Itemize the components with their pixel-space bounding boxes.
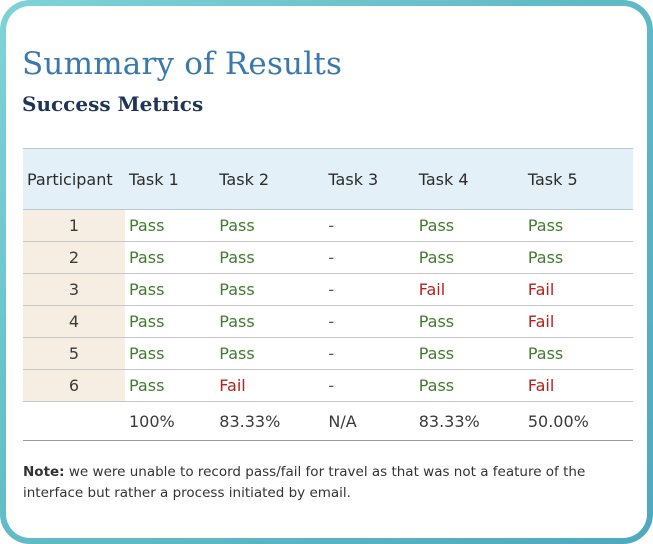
column-header-task-3: Task 3: [324, 148, 415, 210]
footnote-text: we were unable to record pass/fail for t…: [23, 464, 586, 501]
result-cell-task-1: Pass: [125, 241, 216, 274]
table-row: 4 Pass Pass - Pass Fail: [23, 305, 633, 338]
results-card: Summary of Results Success Metrics Parti…: [6, 6, 647, 538]
page-title: Summary of Results: [22, 46, 343, 82]
participant-cell: 1: [23, 209, 125, 242]
result-cell-task-5: Fail: [523, 273, 633, 306]
column-header-task-5: Task 5: [523, 148, 633, 210]
table-row: 6 Pass Fail - Pass Fail: [23, 369, 633, 402]
success-metrics-table: Participant Task 1 Task 2 Task 3 Task 4 …: [23, 148, 633, 441]
result-cell-task-4: Fail: [414, 273, 524, 306]
result-cell-task-4: Pass: [414, 241, 524, 274]
result-cell-task-3: -: [324, 369, 415, 402]
participant-cell: 5: [23, 337, 125, 370]
result-cell-task-4: Pass: [414, 369, 524, 402]
result-cell-task-5: Pass: [523, 241, 633, 274]
result-cell-task-1: Pass: [125, 337, 216, 370]
result-cell-task-2: Fail: [215, 369, 325, 402]
participant-cell: 6: [23, 369, 125, 402]
result-cell-task-3: -: [324, 241, 415, 274]
table-body: 1 Pass Pass - Pass Pass 2 Pass Pass - Pass Pass 3 Pas…: [23, 209, 633, 441]
column-header-task-2: Task 2: [215, 148, 325, 210]
result-cell-task-1: Pass: [125, 209, 216, 242]
result-cell-task-1: Pass: [125, 273, 216, 306]
result-cell-task-5: Fail: [523, 305, 633, 338]
table-row: 1 Pass Pass - Pass Pass: [23, 209, 633, 242]
result-cell-task-4: Pass: [414, 337, 524, 370]
result-cell-task-4: Pass: [414, 305, 524, 338]
table-row: 2 Pass Pass - Pass Pass: [23, 241, 633, 274]
result-cell-task-2: Pass: [215, 273, 325, 306]
result-cell-task-1: Pass: [125, 369, 216, 402]
result-cell-task-3: -: [324, 305, 415, 338]
total-cell-task-1: 100%: [125, 401, 216, 441]
result-cell-task-2: Pass: [215, 337, 325, 370]
result-cell-task-2: Pass: [215, 305, 325, 338]
footnote-label: Note:: [23, 464, 65, 480]
participant-cell: 4: [23, 305, 125, 338]
participant-cell: 3: [23, 273, 125, 306]
result-cell-task-5: Pass: [523, 209, 633, 242]
totals-label-cell: [23, 401, 125, 441]
column-header-participant: Participant: [23, 148, 125, 210]
total-cell-task-5: 50.00%: [523, 401, 633, 441]
table-row: 5 Pass Pass - Pass Pass: [23, 337, 633, 370]
participant-cell: 2: [23, 241, 125, 274]
total-cell-task-3: N/A: [324, 401, 415, 441]
result-cell-task-4: Pass: [414, 209, 524, 242]
total-cell-task-2: 83.33%: [215, 401, 325, 441]
totals-row: 100% 83.33% N/A 83.33% 50.00%: [23, 401, 633, 441]
footnote: Note: we were unable to record pass/fail…: [23, 462, 623, 504]
result-cell-task-1: Pass: [125, 305, 216, 338]
column-header-task-1: Task 1: [125, 148, 216, 210]
result-cell-task-3: -: [324, 337, 415, 370]
result-cell-task-3: -: [324, 273, 415, 306]
result-cell-task-2: Pass: [215, 241, 325, 274]
result-cell-task-2: Pass: [215, 209, 325, 242]
table-header-row: Participant Task 1 Task 2 Task 3 Task 4 …: [23, 148, 633, 210]
result-cell-task-3: -: [324, 209, 415, 242]
result-cell-task-5: Pass: [523, 337, 633, 370]
section-subtitle: Success Metrics: [22, 92, 204, 116]
column-header-task-4: Task 4: [414, 148, 524, 210]
total-cell-task-4: 83.33%: [414, 401, 524, 441]
table-row: 3 Pass Pass - Fail Fail: [23, 273, 633, 306]
result-cell-task-5: Fail: [523, 369, 633, 402]
